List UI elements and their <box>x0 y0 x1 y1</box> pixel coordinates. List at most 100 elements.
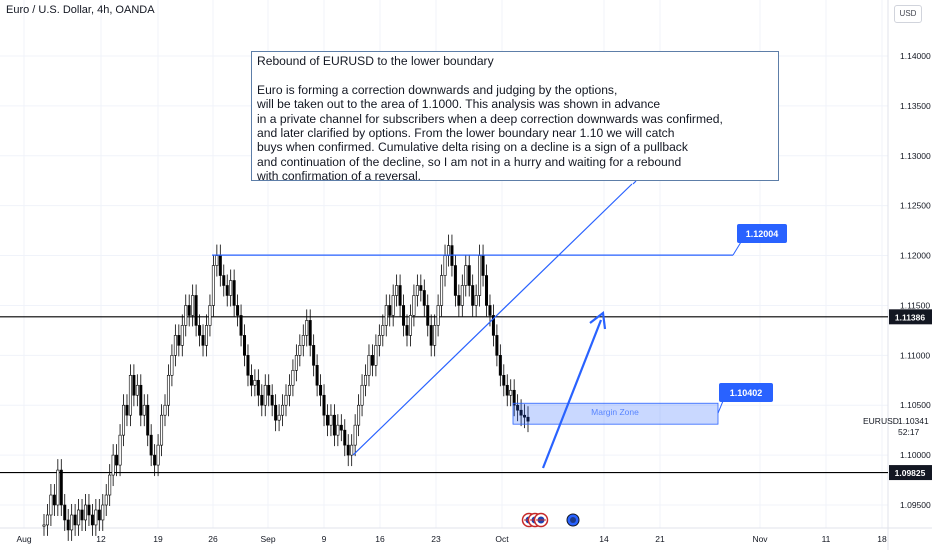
price-tick-label: 1.12000 <box>900 251 931 261</box>
candle-body <box>488 305 492 316</box>
currency-button[interactable]: USD <box>894 5 922 23</box>
candle-body <box>211 265 215 306</box>
candle-body <box>402 305 406 326</box>
candle-body <box>360 384 364 406</box>
candle-body <box>166 374 170 406</box>
candle-body <box>77 509 81 526</box>
candle-body <box>108 474 112 496</box>
rebound-arrow-head <box>589 310 607 330</box>
candle-body <box>66 519 70 531</box>
candle-body <box>298 345 302 356</box>
symbol-title: Euro / U.S. Dollar, 4h, OANDA <box>6 4 155 16</box>
candle-body <box>353 424 357 446</box>
candle-body <box>128 374 132 416</box>
candle-body <box>457 295 461 306</box>
candle-body <box>291 369 295 386</box>
candle-body <box>364 374 368 386</box>
candle-body <box>249 374 253 386</box>
candle-body <box>346 444 350 456</box>
candle-body <box>135 384 139 396</box>
candle-body <box>381 325 385 336</box>
bar-countdown-label: 52:17 <box>898 427 920 437</box>
candle-body <box>367 355 371 376</box>
candle-body <box>398 285 402 306</box>
candle-body <box>97 509 101 521</box>
candle-body <box>156 444 160 466</box>
flag-us-eu-icon <box>533 512 549 528</box>
price-tick-label: 1.13500 <box>900 101 931 111</box>
ticker-label: EURUSD <box>863 416 899 426</box>
candle-body <box>90 514 94 526</box>
candle-body <box>336 424 340 436</box>
candle-body <box>322 394 326 416</box>
time-tick-label: 12 <box>96 534 106 544</box>
candle-body <box>194 295 198 326</box>
price-callout: 1.10402 <box>717 383 773 414</box>
price-tick-label: 1.11500 <box>900 300 930 310</box>
candle-body <box>191 295 195 316</box>
trendline-end <box>632 180 637 185</box>
candle-body <box>294 355 298 371</box>
candle-body <box>512 389 516 406</box>
candle-body <box>481 255 485 276</box>
candle-body <box>56 469 60 506</box>
candle-body <box>49 494 53 516</box>
candle-body <box>180 325 184 346</box>
candle-body <box>222 275 226 286</box>
candle-body <box>246 355 250 376</box>
candle-body <box>443 255 447 276</box>
candle-body <box>339 424 343 431</box>
candle-body <box>243 335 247 356</box>
time-tick-label: 11 <box>822 534 831 544</box>
candle-body <box>173 335 177 356</box>
callout-connector <box>717 400 724 414</box>
candle-body <box>405 325 409 336</box>
candle-body <box>101 504 105 521</box>
candle-body <box>440 275 444 306</box>
candle-body <box>232 280 236 306</box>
candle-body <box>256 379 260 396</box>
price-badge-label: 1.09825 <box>895 468 926 478</box>
margin-zone-label: Margin Zone <box>591 407 639 417</box>
time-tick-label: 18 <box>877 534 887 544</box>
candle-body <box>436 305 440 326</box>
candle-body <box>45 514 49 526</box>
price-tick-label: 1.10000 <box>900 450 931 460</box>
candle-body <box>388 305 392 316</box>
callout-label: 1.12004 <box>746 229 779 239</box>
candle-body <box>83 504 87 521</box>
candle-body <box>160 414 164 446</box>
candle-body <box>429 325 433 346</box>
candle-body <box>446 245 450 256</box>
candle-body <box>277 414 281 421</box>
candle-body <box>122 404 126 436</box>
candle-body <box>104 494 108 506</box>
candle-body <box>495 335 499 356</box>
time-tick-label: Oct <box>495 534 509 544</box>
candle-body <box>505 384 509 396</box>
candle-body <box>523 414 527 418</box>
candle-body <box>142 404 146 416</box>
candle-body <box>491 315 495 336</box>
candle-body <box>201 335 205 346</box>
candle-body <box>284 394 288 406</box>
candle-body <box>350 444 354 456</box>
price-tick-label: 1.09500 <box>900 500 931 510</box>
candle-body <box>267 384 271 396</box>
candle-body <box>73 514 77 526</box>
candle-body <box>377 335 381 346</box>
candle-body <box>370 355 374 366</box>
candle-body <box>208 305 212 326</box>
candle-body <box>433 325 437 346</box>
candle-body <box>239 315 243 336</box>
callout-label: 1.10402 <box>730 388 763 398</box>
candle-body <box>308 320 312 346</box>
candle-body <box>125 404 129 416</box>
candle-body <box>146 404 150 436</box>
analysis-note: Rebound of EURUSD to the lower boundary … <box>251 51 779 183</box>
candle-body <box>225 285 229 296</box>
time-tick-label: 9 <box>322 534 327 544</box>
